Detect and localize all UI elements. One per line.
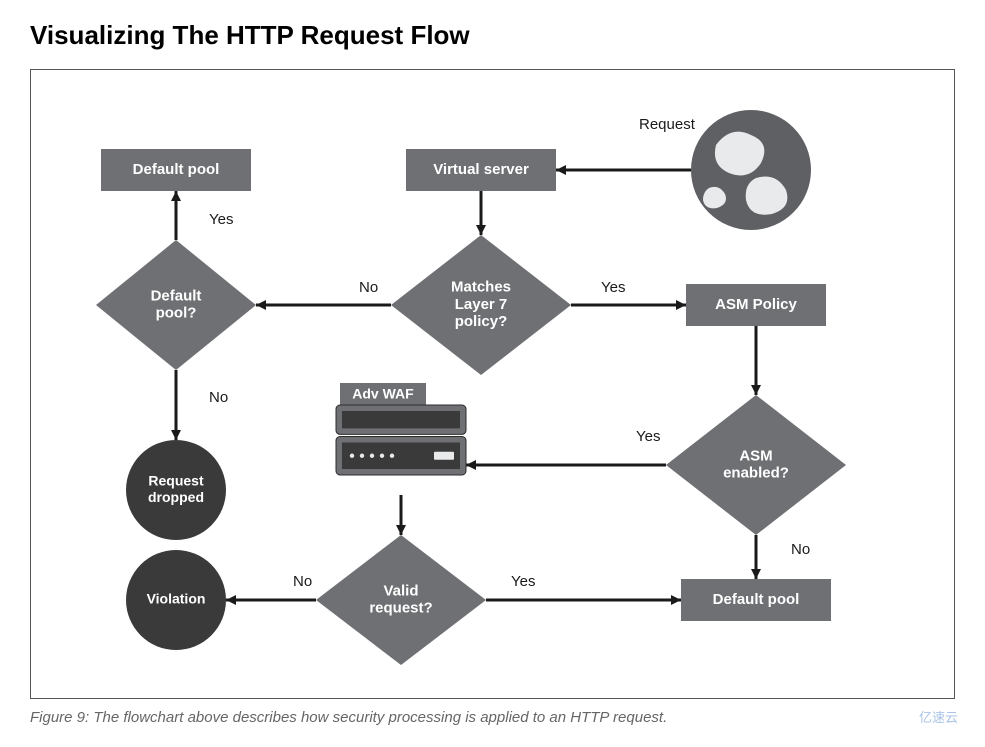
- svg-text:Virtual server: Virtual server: [433, 161, 529, 178]
- node-valid_request: Validrequest?: [316, 535, 486, 665]
- svg-text:No: No: [359, 279, 378, 296]
- node-default_pool_top: Default pool: [101, 149, 251, 191]
- svg-text:Default: Default: [151, 287, 202, 304]
- node-adv_waf: Adv WAF: [336, 383, 466, 475]
- svg-text:No: No: [293, 573, 312, 590]
- svg-text:pool?: pool?: [156, 305, 197, 322]
- svg-text:Request: Request: [148, 473, 204, 489]
- flowchart-canvas: Request No Yes Yes No Yes No No Yes Default pool V…: [30, 69, 955, 699]
- svg-text:request?: request?: [369, 600, 432, 617]
- svg-text:Default pool: Default pool: [133, 161, 220, 178]
- node-default_pool_bot: Default pool: [681, 579, 831, 621]
- svg-text:Violation: Violation: [147, 591, 206, 607]
- svg-text:No: No: [209, 389, 228, 406]
- page-title: Visualizing The HTTP Request Flow: [30, 20, 955, 51]
- node-request_dropped: Requestdropped: [126, 440, 226, 540]
- svg-text:Matches: Matches: [451, 279, 511, 296]
- svg-text:Adv WAF: Adv WAF: [352, 386, 414, 402]
- node-asm_policy: ASM Policy: [686, 284, 826, 326]
- flowchart-svg: Request No Yes Yes No Yes No No Yes Default pool V…: [31, 70, 956, 700]
- svg-text:enabled?: enabled?: [723, 465, 789, 482]
- node-violation: Violation: [126, 550, 226, 650]
- svg-text:Yes: Yes: [209, 211, 233, 228]
- svg-text:ASM Policy: ASM Policy: [715, 296, 797, 313]
- svg-text:Yes: Yes: [511, 573, 535, 590]
- watermark: 亿速云: [919, 707, 958, 726]
- svg-text:Yes: Yes: [601, 279, 625, 296]
- svg-text:No: No: [791, 541, 810, 558]
- node-asm_enabled: ASMenabled?: [666, 395, 846, 535]
- svg-text:Request: Request: [639, 116, 696, 133]
- node-matches_l7: MatchesLayer 7policy?: [391, 235, 571, 375]
- node-default_pool_q: Defaultpool?: [96, 240, 256, 370]
- svg-text:Valid: Valid: [383, 582, 418, 599]
- svg-text:dropped: dropped: [148, 489, 204, 505]
- svg-text:Layer 7: Layer 7: [455, 296, 508, 313]
- svg-text:ASM: ASM: [739, 447, 772, 464]
- node-globe: [691, 110, 811, 230]
- svg-text:policy?: policy?: [455, 313, 508, 330]
- nodes-layer: Default pool Virtual server MatchesLayer 7…: [96, 110, 846, 665]
- node-virtual_server: Virtual server: [406, 149, 556, 191]
- svg-text:Yes: Yes: [636, 428, 660, 445]
- svg-text:Default pool: Default pool: [713, 591, 800, 608]
- figure-caption: Figure 9: The flowchart above describes …: [30, 709, 955, 726]
